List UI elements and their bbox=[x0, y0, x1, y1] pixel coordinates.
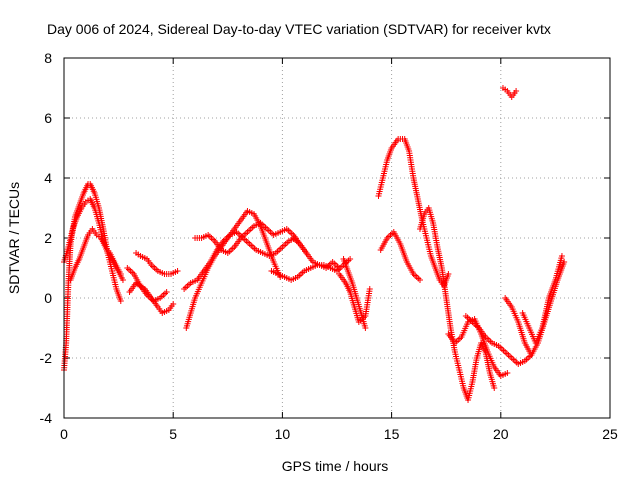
y-tick-label: 4 bbox=[44, 170, 52, 186]
x-tick-label: 0 bbox=[60, 426, 68, 442]
y-tick-label: 0 bbox=[44, 290, 52, 306]
series-arc-f bbox=[124, 265, 170, 304]
y-tick-label: 6 bbox=[44, 110, 52, 126]
data-point bbox=[504, 370, 511, 376]
x-tick-label: 25 bbox=[602, 426, 618, 442]
data-point bbox=[170, 301, 177, 307]
x-tick-label: 20 bbox=[493, 426, 509, 442]
data-point bbox=[558, 253, 565, 259]
series-arc-r bbox=[462, 313, 535, 367]
series-arc-t bbox=[519, 253, 565, 346]
x-tick-label: 5 bbox=[169, 426, 177, 442]
chart-title: Day 006 of 2024, Sidereal Day-to-day VTE… bbox=[47, 21, 551, 37]
series-arc-k bbox=[290, 235, 343, 271]
x-axis-label: GPS time / hours bbox=[282, 458, 389, 474]
series-arc-o bbox=[377, 229, 423, 283]
x-tick-label: 15 bbox=[384, 426, 400, 442]
series-arc-m bbox=[340, 256, 369, 331]
y-tick-label: -4 bbox=[40, 410, 53, 426]
tick-labels: 0 5 10 15 20 25 -4 -2 0 2 4 6 8 bbox=[40, 50, 618, 442]
data-point bbox=[561, 259, 568, 265]
data-point bbox=[119, 277, 126, 283]
data-point bbox=[336, 265, 343, 271]
data-point bbox=[416, 277, 423, 283]
data-points bbox=[61, 85, 568, 403]
data-point bbox=[445, 271, 452, 277]
data-point bbox=[174, 268, 181, 274]
x-tick-label: 10 bbox=[275, 426, 291, 442]
data-point bbox=[163, 289, 170, 295]
series-arc-c bbox=[67, 226, 124, 283]
data-point bbox=[366, 286, 373, 292]
y-tick-label: 8 bbox=[44, 50, 52, 66]
data-point bbox=[347, 256, 354, 262]
series-arc-u bbox=[499, 85, 520, 100]
grid-lines bbox=[64, 58, 610, 418]
y-tick-label: 2 bbox=[44, 230, 52, 246]
series-arc-g bbox=[183, 208, 284, 331]
series-arc-d bbox=[133, 250, 181, 277]
data-point bbox=[513, 88, 520, 94]
data-point bbox=[491, 385, 498, 391]
data-point bbox=[362, 325, 369, 331]
y-tick-label: -2 bbox=[40, 350, 53, 366]
plot-frame bbox=[63, 57, 611, 419]
data-point bbox=[117, 271, 124, 277]
data-point bbox=[117, 298, 124, 304]
y-axis-label: SDTVAR / TECUs bbox=[6, 182, 22, 294]
series-arc-a bbox=[61, 181, 124, 373]
series-arc-p bbox=[416, 205, 498, 403]
